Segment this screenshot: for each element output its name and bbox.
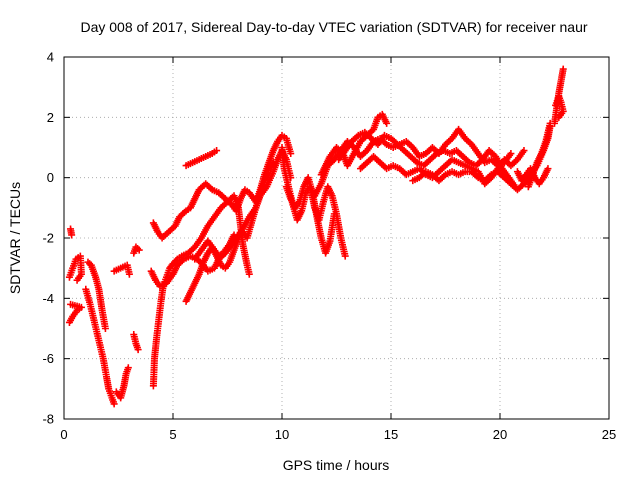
data-point xyxy=(245,270,253,278)
x-tick-label: 15 xyxy=(384,427,398,442)
series-trace-14 xyxy=(191,231,238,263)
x-tick-label: 5 xyxy=(169,427,176,442)
data-point xyxy=(341,252,349,260)
y-tick-label: 2 xyxy=(47,110,54,125)
data-point xyxy=(555,113,563,121)
data-point xyxy=(544,165,552,173)
data-point xyxy=(269,159,277,167)
x-tick-label: 20 xyxy=(493,427,507,442)
x-axis-label: GPS time / hours xyxy=(283,457,390,473)
data-point xyxy=(330,210,338,218)
series-trace-4 xyxy=(82,285,118,408)
data-point xyxy=(73,276,81,284)
data-point xyxy=(135,246,143,254)
series-trace-8 xyxy=(130,243,143,257)
series-trace-7 xyxy=(110,261,133,278)
chart-title: Day 008 of 2017, Sidereal Day-to-day VTE… xyxy=(80,19,587,35)
data-point xyxy=(213,147,221,155)
data-point xyxy=(124,364,132,372)
data-point xyxy=(134,346,142,354)
series-trace-1 xyxy=(67,225,76,239)
series-trace-6 xyxy=(112,364,132,402)
series-trace-18 xyxy=(317,110,391,179)
data-point xyxy=(67,300,75,308)
data-point xyxy=(110,400,118,408)
data-point xyxy=(68,231,76,239)
series-trace-15 xyxy=(182,147,221,170)
series-trace-21 xyxy=(356,147,528,188)
y-tick-label: 4 xyxy=(47,50,54,65)
data-point xyxy=(520,147,528,155)
y-tick-label: -8 xyxy=(42,412,54,427)
data-point xyxy=(230,231,238,239)
series-trace-17 xyxy=(282,174,338,257)
series-trace-26 xyxy=(552,92,567,121)
series-trace-5 xyxy=(84,258,109,332)
x-tick-label: 0 xyxy=(60,427,67,442)
data-point xyxy=(125,270,133,278)
y-tick-label: 0 xyxy=(47,170,54,185)
y-tick-label: -6 xyxy=(42,351,54,366)
x-tick-label: 25 xyxy=(602,427,616,442)
series-trace-13 xyxy=(182,159,277,305)
series-trace-2 xyxy=(65,252,85,284)
y-axis-label: SDTVAR / TECUs xyxy=(7,182,23,294)
data-point xyxy=(101,325,109,332)
series-trace-24 xyxy=(524,119,554,191)
y-tick-label: -4 xyxy=(42,291,54,306)
data-point xyxy=(559,65,567,73)
series-trace-3 xyxy=(65,300,85,326)
grid xyxy=(64,57,609,419)
data-point xyxy=(287,150,295,158)
x-tick-label: 10 xyxy=(275,427,289,442)
ticks: 0 5 10 15 20 25 -8 -6 -4 -2 0 2 4 xyxy=(42,50,616,443)
series-trace-10 xyxy=(149,192,253,390)
y-tick-label: -2 xyxy=(42,231,54,246)
series-trace-9 xyxy=(130,331,142,354)
data-layer xyxy=(65,65,567,408)
data-point xyxy=(507,150,515,158)
data-point xyxy=(383,119,391,127)
